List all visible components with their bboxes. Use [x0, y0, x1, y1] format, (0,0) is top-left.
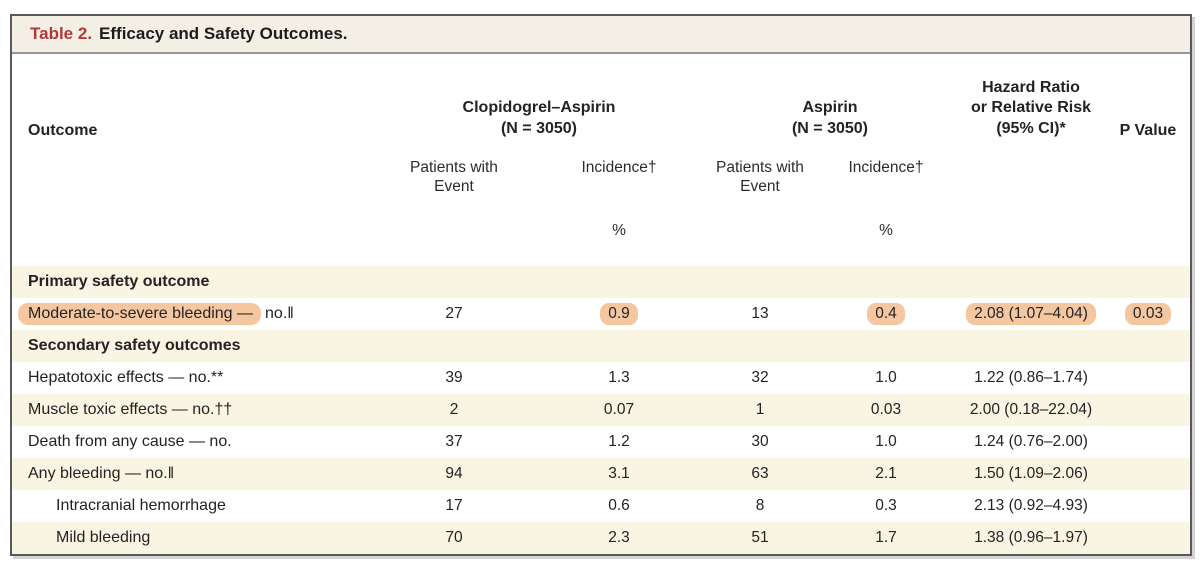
cell-patients-2: 1	[755, 401, 765, 418]
column-header-hazard-ratio: Hazard Ratio or Relative Risk (95% CI)*	[970, 78, 1092, 138]
cell-patients-2: 8	[755, 497, 765, 514]
cell-patients-2: 51	[751, 529, 769, 546]
table-body: Primary safety outcome Moderate-to-sever…	[12, 266, 1190, 554]
group-name: Aspirin	[802, 99, 858, 117]
row-label: Moderate-to-severe bleeding — no.‖	[12, 303, 374, 325]
cell-incidence-1: 2.3	[608, 529, 630, 546]
cell-patients-1: 70	[445, 529, 463, 546]
header-unit-row: % %	[12, 214, 1190, 266]
cell-hazard-ratio: 1.50 (1.09–2.06)	[974, 465, 1088, 482]
unit-percent-2: %	[879, 222, 893, 239]
cell-incidence-2: 1.0	[875, 433, 897, 450]
column-group-aspirin: Aspirin (N = 3050)	[704, 98, 956, 142]
cell-patients-1: 37	[445, 433, 463, 450]
subheader-patients-with-event-1: Patients with Event	[410, 159, 498, 196]
cell-hazard-ratio: 2.13 (0.92–4.93)	[974, 497, 1088, 514]
header-sub-row: Patients with Event Incidence† Patients …	[12, 144, 1190, 214]
cell-hazard-ratio: 1.22 (0.86–1.74)	[974, 369, 1088, 386]
highlighted-label: Moderate-to-severe bleeding —	[18, 303, 262, 325]
cell-incidence-2: 2.1	[875, 465, 897, 482]
section-label: Primary safety outcome	[28, 273, 210, 290]
row-label: Muscle toxic effects — no.††	[28, 401, 233, 418]
cell-incidence-2: 0.3	[875, 497, 897, 514]
cell-incidence-1: 0.07	[603, 401, 635, 418]
subheader-incidence-2: Incidence†	[848, 159, 924, 176]
cell-incidence-1: 0.6	[608, 497, 630, 514]
highlighted-value: 0.4	[867, 303, 905, 325]
cell-incidence-1: 1.2	[608, 433, 630, 450]
column-header-pvalue: P Value	[1119, 122, 1177, 139]
highlighted-value: 2.08 (1.07–4.04)	[966, 303, 1096, 325]
cell-incidence-1: 3.1	[608, 465, 630, 482]
outcomes-table: Table 2. Efficacy and Safety Outcomes. O…	[10, 14, 1192, 556]
header-group-row: Outcome Clopidogrel–Aspirin (N = 3050) A…	[12, 54, 1190, 144]
table-number: Table 2.	[30, 24, 93, 43]
cell-incidence-1: 1.3	[608, 369, 630, 386]
group-n: (N = 3050)	[500, 120, 578, 138]
cell-patients-1: 2	[449, 401, 459, 418]
table-row-any-bleeding: Any bleeding — no.‖ 94 3.1 63 2.1 1.50 (…	[12, 458, 1190, 490]
section-row-primary-safety-outcome: Primary safety outcome	[12, 266, 1190, 298]
section-row-secondary-safety-outcomes: Secondary safety outcomes	[12, 330, 1190, 362]
table-row-hepatotoxic-effects: Hepatotoxic effects — no.** 39 1.3 32 1.…	[12, 362, 1190, 394]
group-n: (N = 3050)	[791, 120, 869, 138]
cell-hazard-ratio: 1.24 (0.76–2.00)	[974, 433, 1088, 450]
highlighted-value: 0.03	[1124, 303, 1172, 325]
row-label: Death from any cause — no.	[28, 433, 232, 450]
table-row-intracranial-hemorrhage: Intracranial hemorrhage 17 0.6 8 0.3 2.1…	[12, 490, 1190, 522]
cell-hazard-ratio: 2.00 (0.18–22.04)	[969, 401, 1093, 418]
row-label: Intracranial hemorrhage	[56, 497, 226, 514]
table-title-bar: Table 2. Efficacy and Safety Outcomes.	[12, 16, 1190, 54]
cell-incidence-2: 0.4	[816, 303, 956, 325]
cell-incidence-2: 1.7	[875, 529, 897, 546]
cell-incidence-2: 0.03	[870, 401, 902, 418]
table-row-mild-bleeding: Mild bleeding 70 2.3 51 1.7 1.38 (0.96–1…	[12, 522, 1190, 554]
cell-incidence-1: 0.9	[534, 303, 704, 325]
column-group-clopidogrel-aspirin: Clopidogrel–Aspirin (N = 3050)	[374, 98, 704, 142]
cell-patients-2: 32	[751, 369, 769, 386]
table-header: Outcome Clopidogrel–Aspirin (N = 3050) A…	[12, 54, 1190, 266]
cell-patients-1: 39	[445, 369, 463, 386]
cell-patients-2: 63	[751, 465, 769, 482]
section-label: Secondary safety outcomes	[28, 337, 241, 354]
cell-pvalue: 0.03	[1106, 303, 1190, 325]
cell-hazard-ratio: 1.38 (0.96–1.97)	[974, 529, 1088, 546]
subheader-incidence-1: Incidence†	[581, 159, 657, 176]
cell-hazard-ratio: 2.08 (1.07–4.04)	[956, 303, 1106, 325]
cell-incidence-2: 1.0	[875, 369, 897, 386]
cell-patients-2: 30	[751, 433, 769, 450]
highlighted-value: 0.9	[600, 303, 638, 325]
subheader-patients-with-event-2: Patients with Event	[716, 159, 804, 196]
column-header-outcome: Outcome	[28, 122, 98, 139]
cell-patients-1: 94	[445, 465, 463, 482]
row-label: Any bleeding — no.‖	[28, 465, 175, 482]
row-label: Mild bleeding	[56, 529, 151, 546]
row-label: Hepatotoxic effects — no.**	[28, 369, 224, 386]
table-row-muscle-toxic-effects: Muscle toxic effects — no.†† 2 0.07 1 0.…	[12, 394, 1190, 426]
row-label-suffix: no.‖	[265, 305, 294, 322]
cell-patients-1: 27	[445, 305, 463, 322]
table-row-death-from-any-cause: Death from any cause — no. 37 1.2 30 1.0…	[12, 426, 1190, 458]
unit-percent-1: %	[612, 222, 626, 239]
table-row-moderate-to-severe-bleeding: Moderate-to-severe bleeding — no.‖ 27 0.9…	[12, 298, 1190, 330]
table-title: Efficacy and Safety Outcomes.	[99, 24, 348, 43]
group-name: Clopidogrel–Aspirin	[462, 99, 616, 117]
cell-patients-2: 13	[751, 305, 769, 322]
cell-patients-1: 17	[445, 497, 463, 514]
